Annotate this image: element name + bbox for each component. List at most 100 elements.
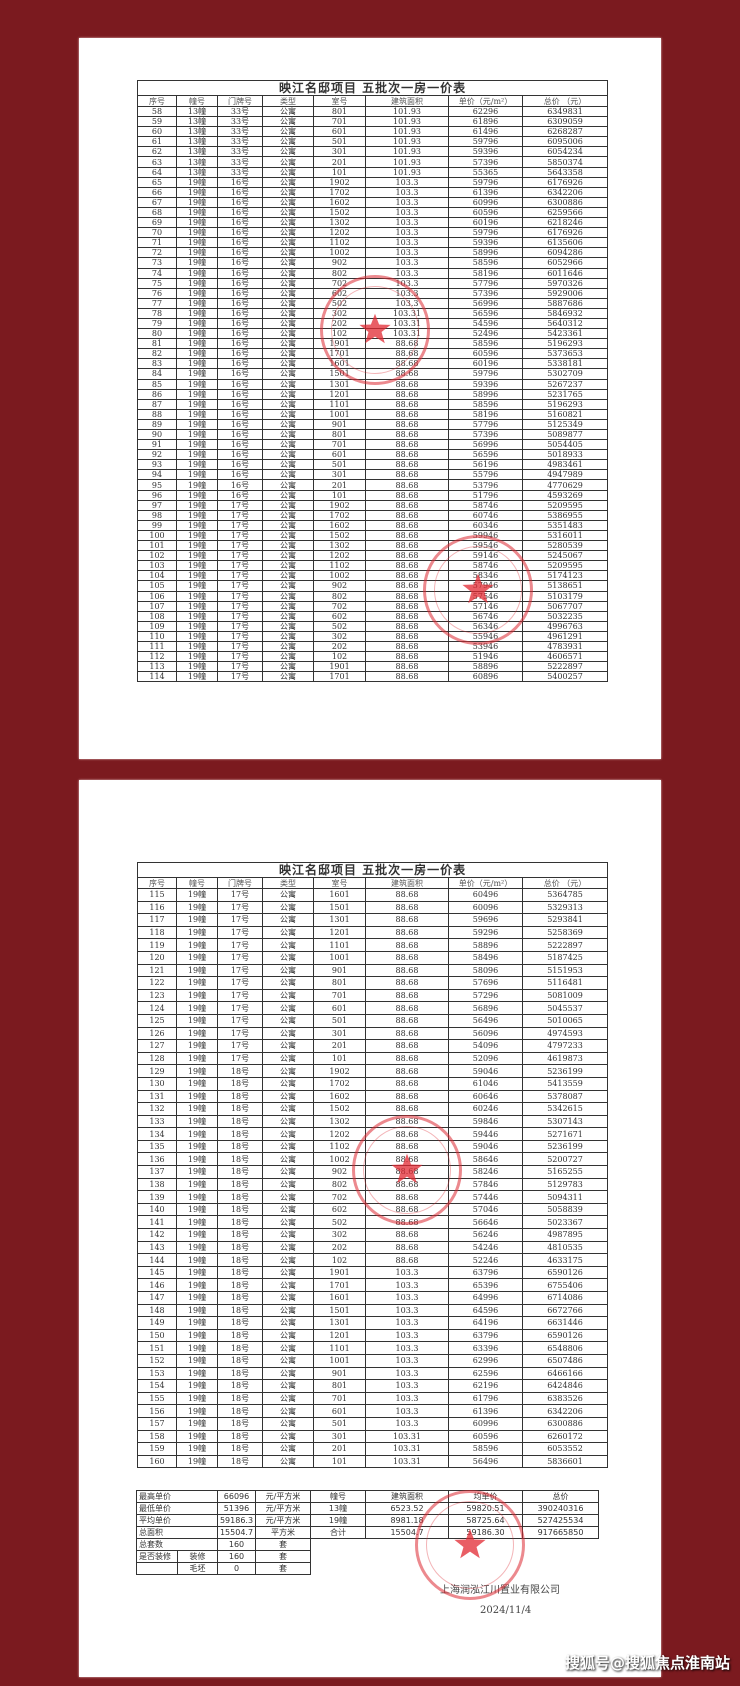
empty-cell — [523, 1563, 599, 1575]
cell-unit-price: 56346 — [448, 620, 523, 632]
cell-building: 13幢 — [176, 116, 218, 128]
cell-area: 103.3 — [365, 1391, 449, 1406]
cell-area: 88.68 — [365, 630, 449, 642]
cell-type: 公寓 — [262, 328, 314, 340]
table-row: 156 19幢 18号 公寓 601 103.3 61396 6342206 — [137, 1404, 609, 1418]
cell-type: 公寓 — [262, 1139, 314, 1154]
cell-seq: 67 — [137, 196, 177, 208]
cell-area: 103.3 — [365, 1303, 449, 1318]
cell-area: 103.3 — [365, 237, 449, 249]
cell-room: 301 — [313, 1026, 366, 1041]
cell-door: 18号 — [217, 1278, 263, 1292]
cell-room: 1601 — [313, 358, 366, 370]
cell-type: 公寓 — [262, 963, 314, 978]
cell-room: 1002 — [313, 247, 366, 259]
cell-door: 17号 — [217, 610, 263, 622]
cell-type: 公寓 — [262, 1102, 314, 1116]
cell-area: 101.93 — [365, 166, 449, 178]
table-row: 121 19幢 17号 公寓 901 88.68 58096 5151953 — [137, 963, 609, 978]
cell-unit-price: 63796 — [448, 1265, 523, 1280]
cell-type: 公寓 — [262, 590, 314, 602]
cell-building: 19幢 — [176, 489, 218, 501]
cell-building: 19幢 — [176, 1341, 218, 1355]
cell-unit-price: 58996 — [448, 388, 523, 400]
cell-unit-price: 56246 — [448, 1228, 523, 1242]
cell-type: 公寓 — [262, 156, 314, 168]
cell-area: 88.68 — [365, 888, 449, 902]
cell-door: 17号 — [217, 1026, 263, 1041]
cell-room: 801 — [313, 1379, 366, 1393]
cell-type: 公寓 — [262, 1253, 314, 1267]
cell-total-price: 5236199 — [521, 1064, 609, 1078]
cell-seq: 147 — [137, 1291, 177, 1305]
cell-door: 33号 — [217, 126, 263, 138]
cell-area: 88.68 — [365, 661, 449, 673]
table-row: 157 19幢 18号 公寓 501 103.3 60996 6300886 — [137, 1416, 609, 1431]
empty-cell — [311, 1563, 366, 1575]
cell-door: 17号 — [217, 570, 263, 582]
cell-type: 公寓 — [262, 479, 314, 491]
cell-type: 公寓 — [262, 620, 314, 632]
cell-seq: 85 — [137, 378, 177, 390]
cell-type: 公寓 — [262, 888, 314, 902]
cell-building: 19幢 — [176, 640, 218, 653]
cell-building: 19幢 — [176, 1265, 218, 1280]
cell-total-price: 5094311 — [521, 1190, 609, 1204]
cell-door: 16号 — [217, 358, 263, 370]
cell-door: 33号 — [217, 116, 263, 128]
cell-door: 17号 — [217, 900, 263, 915]
cell-area: 88.68 — [365, 540, 449, 552]
cell-door: 18号 — [217, 1089, 263, 1104]
cell-type: 公寓 — [262, 1039, 314, 1053]
header-area: 建筑面积 — [365, 95, 449, 107]
cell-area: 88.68 — [365, 651, 449, 663]
cell-unit-price: 57446 — [448, 1190, 523, 1204]
cell-room: 1001 — [313, 408, 366, 420]
cell-unit-price: 59696 — [448, 913, 523, 927]
cell-type: 公寓 — [262, 671, 314, 683]
summary-row: 平均单价 59186.3 元/平方米 19幢 8981.18 58725.64 527425… — [136, 1514, 599, 1527]
cell-type: 公寓 — [262, 368, 314, 380]
cell-type: 公寓 — [262, 570, 314, 582]
cell-seq: 72 — [137, 247, 177, 259]
header-building: 幢号 — [176, 95, 218, 107]
cell-unit-price: 62296 — [448, 105, 523, 118]
cell-seq: 135 — [137, 1139, 177, 1154]
summary-label: 平均单价 — [136, 1514, 218, 1527]
cell-area: 103.3 — [365, 196, 449, 208]
cell-unit-price: 56746 — [448, 610, 523, 622]
table-row: 111 19幢 17号 公寓 202 88.68 53946 4783931 — [137, 640, 609, 653]
cell-seq: 102 — [137, 550, 177, 562]
cell-room: 1102 — [313, 237, 366, 249]
cell-area: 103.3 — [365, 1291, 449, 1305]
cell-total-price: 5018933 — [521, 449, 609, 461]
cell-seq: 104 — [137, 570, 177, 582]
cell-room: 902 — [313, 257, 366, 269]
cell-seq: 138 — [137, 1177, 177, 1192]
cell-seq: 101 — [137, 540, 177, 552]
cell-type: 公寓 — [262, 227, 314, 239]
table-title: 映江名邸项目 五批次一房一价表 — [136, 80, 609, 96]
cell-total-price: 6349831 — [521, 105, 609, 118]
table-row: 149 19幢 18号 公寓 1301 103.3 64196 6631446 — [137, 1316, 609, 1330]
table-row: 109 19幢 17号 公寓 502 88.68 56346 4996763 — [137, 620, 609, 632]
table-row: 71 19幢 16号 公寓 1102 103.3 59396 6135606 — [137, 237, 609, 249]
cell-room: 901 — [313, 1366, 366, 1381]
cell-door: 17号 — [217, 540, 263, 552]
table-row: 63 13幢 33号 公寓 201 101.93 57396 5850374 — [137, 156, 609, 168]
cell-room: 502 — [313, 297, 366, 309]
cell-area: 88.68 — [365, 1177, 449, 1192]
cell-unit-price: 64196 — [448, 1316, 523, 1330]
cell-room: 902 — [313, 1165, 366, 1179]
cell-area: 88.68 — [365, 1253, 449, 1267]
cell-room: 1301 — [313, 1316, 366, 1330]
cell-building: 19幢 — [176, 1152, 218, 1167]
building-summary-cell: 59186.30 — [448, 1526, 523, 1539]
cell-unit-price: 60196 — [448, 358, 523, 370]
cell-unit-price: 60996 — [448, 196, 523, 208]
cell-type: 公寓 — [262, 550, 314, 562]
cell-seq: 121 — [137, 963, 177, 978]
cell-room: 502 — [313, 620, 366, 632]
cell-building: 19幢 — [176, 206, 218, 219]
cell-door: 16号 — [217, 287, 263, 299]
